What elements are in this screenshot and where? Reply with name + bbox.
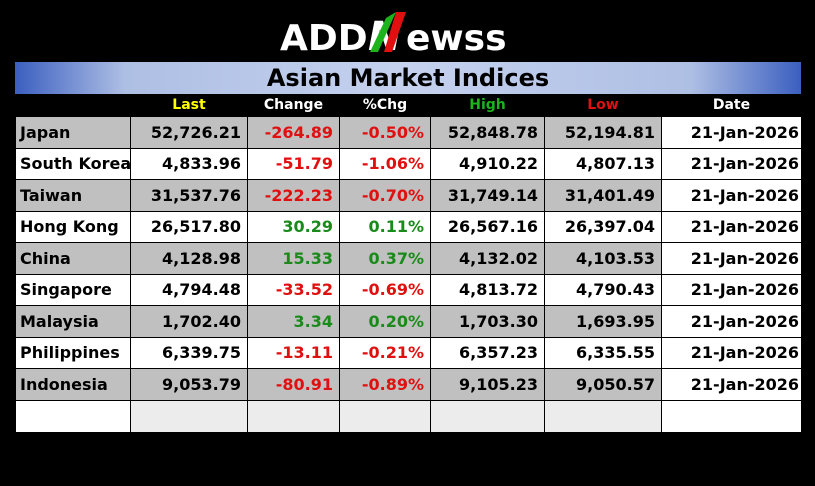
logo-text-add: ADD bbox=[280, 18, 368, 59]
page-title: Asian Market Indices bbox=[266, 64, 550, 92]
cell-date: 21-Jan-2026 bbox=[661, 305, 802, 338]
cell-low: 9,050.57 bbox=[544, 368, 662, 401]
cell-date: 21-Jan-2026 bbox=[661, 273, 802, 306]
cell-low: 4,103.53 bbox=[544, 242, 662, 275]
cell-index-name: Philippines bbox=[15, 336, 131, 369]
cell-date: 21-Jan-2026 bbox=[661, 242, 802, 275]
cell-last: 4,794.48 bbox=[130, 273, 248, 306]
header-last: Last bbox=[130, 94, 248, 117]
empty-cell bbox=[661, 399, 802, 433]
cell-date: 21-Jan-2026 bbox=[661, 368, 802, 401]
cell-date: 21-Jan-2026 bbox=[661, 116, 802, 149]
cell-change: -33.52 bbox=[247, 273, 340, 306]
header-name bbox=[15, 94, 131, 117]
table-header-row: Last Change %Chg High Low Date bbox=[15, 94, 802, 117]
empty-cell bbox=[430, 399, 545, 433]
empty-cell bbox=[339, 399, 431, 433]
cell-pct-change: -0.50% bbox=[339, 116, 431, 149]
cell-low: 52,194.81 bbox=[544, 116, 662, 149]
table-row: South Korea 4,833.96 -51.79 -1.06% 4,910.22 4… bbox=[15, 147, 802, 180]
addnewss-logo: ADD N ewss bbox=[280, 12, 507, 60]
cell-index-name: Taiwan bbox=[15, 179, 131, 212]
cell-index-name: Singapore bbox=[15, 273, 131, 306]
header-change: Change bbox=[247, 94, 340, 117]
cell-index-name: Indonesia bbox=[15, 368, 131, 401]
table-row: Singapore 4,794.48 -33.52 -0.69% 4,813.72 4,7… bbox=[15, 273, 802, 306]
table-row: Malaysia 1,702.40 3.34 0.20% 1,703.30 1,693.9… bbox=[15, 305, 802, 338]
cell-high: 9,105.23 bbox=[430, 368, 545, 401]
cell-last: 31,537.76 bbox=[130, 179, 248, 212]
empty-row bbox=[15, 399, 802, 433]
cell-index-name: Malaysia bbox=[15, 305, 131, 338]
cell-pct-change: -0.69% bbox=[339, 273, 431, 306]
cell-change: -13.11 bbox=[247, 336, 340, 369]
empty-cell bbox=[247, 399, 340, 433]
cell-low: 31,401.49 bbox=[544, 179, 662, 212]
cell-change: 30.29 bbox=[247, 210, 340, 243]
empty-cell bbox=[15, 399, 131, 433]
cell-high: 4,813.72 bbox=[430, 273, 545, 306]
cell-index-name: South Korea bbox=[15, 147, 131, 180]
cell-high: 52,848.78 bbox=[430, 116, 545, 149]
logo-text-ewss: ewss bbox=[406, 18, 507, 59]
cell-date: 21-Jan-2026 bbox=[661, 179, 802, 212]
cell-low: 26,397.04 bbox=[544, 210, 662, 243]
cell-high: 31,749.14 bbox=[430, 179, 545, 212]
cell-low: 6,335.55 bbox=[544, 336, 662, 369]
cell-change: 15.33 bbox=[247, 242, 340, 275]
cell-index-name: Hong Kong bbox=[15, 210, 131, 243]
logo-green-stroke bbox=[370, 12, 396, 52]
cell-last: 4,128.98 bbox=[130, 242, 248, 275]
cell-last: 26,517.80 bbox=[130, 210, 248, 243]
cell-low: 4,807.13 bbox=[544, 147, 662, 180]
logo-red-stroke bbox=[384, 12, 406, 52]
title-bar: Asian Market Indices bbox=[15, 62, 801, 94]
cell-change: -222.23 bbox=[247, 179, 340, 212]
cell-low: 1,693.95 bbox=[544, 305, 662, 338]
cell-change: -51.79 bbox=[247, 147, 340, 180]
cell-date: 21-Jan-2026 bbox=[661, 147, 802, 180]
cell-pct-change: -1.06% bbox=[339, 147, 431, 180]
cell-low: 4,790.43 bbox=[544, 273, 662, 306]
empty-cell bbox=[130, 399, 248, 433]
cell-last: 4,833.96 bbox=[130, 147, 248, 180]
cell-pct-change: 0.37% bbox=[339, 242, 431, 275]
cell-date: 21-Jan-2026 bbox=[661, 336, 802, 369]
cell-pct-change: 0.20% bbox=[339, 305, 431, 338]
market-indices-table: Last Change %Chg High Low Date Japan 52,7… bbox=[15, 94, 802, 433]
cell-date: 21-Jan-2026 bbox=[661, 210, 802, 243]
table-row: Taiwan 31,537.76 -222.23 -0.70% 31,749.14 31,… bbox=[15, 179, 802, 212]
cell-index-name: Japan bbox=[15, 116, 131, 149]
cell-change: 3.34 bbox=[247, 305, 340, 338]
cell-change: -264.89 bbox=[247, 116, 340, 149]
header-low: Low bbox=[544, 94, 662, 117]
header-pct-change: %Chg bbox=[339, 94, 431, 117]
cell-high: 4,910.22 bbox=[430, 147, 545, 180]
cell-last: 9,053.79 bbox=[130, 368, 248, 401]
cell-pct-change: -0.21% bbox=[339, 336, 431, 369]
cell-high: 4,132.02 bbox=[430, 242, 545, 275]
table-row: Japan 52,726.21 -264.89 -0.50% 52,848.78 52,1… bbox=[15, 116, 802, 149]
cell-last: 52,726.21 bbox=[130, 116, 248, 149]
cell-index-name: China bbox=[15, 242, 131, 275]
cell-change: -80.91 bbox=[247, 368, 340, 401]
cell-high: 6,357.23 bbox=[430, 336, 545, 369]
cell-pct-change: 0.11% bbox=[339, 210, 431, 243]
table-row: Indonesia 9,053.79 -80.91 -0.89% 9,105.23 9,0… bbox=[15, 368, 802, 401]
header-high: High bbox=[430, 94, 545, 117]
cell-pct-change: -0.70% bbox=[339, 179, 431, 212]
cell-last: 6,339.75 bbox=[130, 336, 248, 369]
empty-cell bbox=[544, 399, 662, 433]
header-date: Date bbox=[661, 94, 802, 117]
table-row: Philippines 6,339.75 -13.11 -0.21% 6,357.23 6… bbox=[15, 336, 802, 369]
table-row: China 4,128.98 15.33 0.37% 4,132.02 4,103.53 2… bbox=[15, 242, 802, 275]
cell-high: 1,703.30 bbox=[430, 305, 545, 338]
cell-pct-change: -0.89% bbox=[339, 368, 431, 401]
cell-last: 1,702.40 bbox=[130, 305, 248, 338]
table-row: Hong Kong 26,517.80 30.29 0.11% 26,567.16 26,… bbox=[15, 210, 802, 243]
cell-high: 26,567.16 bbox=[430, 210, 545, 243]
